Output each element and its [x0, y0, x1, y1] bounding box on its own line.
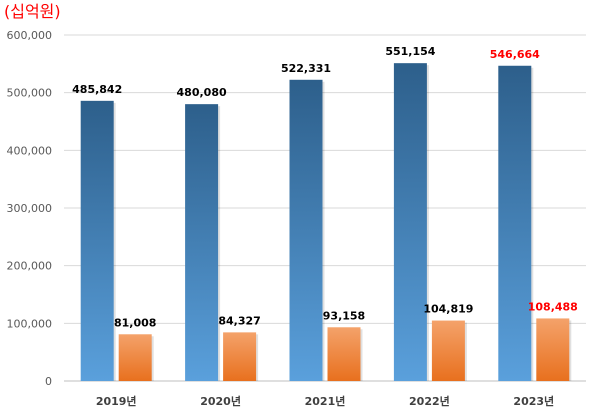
bar-series-1 [80, 100, 114, 381]
x-category-label: 2021년 [305, 394, 346, 408]
y-tick-label: 400,000 [7, 144, 53, 157]
bar-series-2 [536, 318, 570, 381]
data-label: 546,664 [490, 48, 540, 61]
bar-series-1 [289, 79, 323, 381]
data-label: 81,008 [114, 316, 156, 329]
y-tick-label: 300,000 [7, 202, 53, 215]
grid-lines [64, 34, 586, 382]
bar-series-1 [498, 65, 532, 382]
x-category-label: 2023년 [513, 394, 554, 408]
bar-series-2 [118, 334, 152, 381]
x-category-label: 2020년 [200, 394, 241, 408]
bar-series-2 [327, 327, 361, 381]
data-label: 108,488 [528, 300, 578, 313]
bar-series-2 [223, 332, 257, 381]
data-label: 485,842 [72, 83, 122, 96]
bar-series-1 [185, 104, 219, 381]
y-tick-label: 200,000 [7, 260, 53, 273]
data-label: 551,154 [385, 45, 435, 58]
bars [80, 63, 572, 382]
y-tick-label: 0 [45, 375, 52, 388]
y-tick-label: 500,000 [7, 87, 53, 100]
bar-series-2 [431, 320, 465, 381]
data-labels: 485,842 81,008 480,080 84,327 522,331 93,158 5… [72, 45, 578, 329]
data-label: 93,158 [323, 309, 365, 322]
x-category-label: 2019년 [96, 394, 137, 408]
unit-label: (십억원) [4, 2, 61, 21]
data-label: 104,819 [423, 303, 473, 316]
y-tick-label: 600,000 [7, 29, 53, 42]
x-category-label: 2022년 [409, 394, 450, 408]
y-axis-ticks: 0 100,000 200,000 300,000 400,000 500,000 600,… [7, 29, 53, 388]
y-tick-label: 100,000 [7, 317, 53, 330]
bar-series-1 [393, 63, 427, 382]
data-label: 480,080 [177, 86, 227, 99]
x-axis-labels: 2019년 2020년 2021년 2022년 2023년 [96, 394, 554, 408]
data-label: 522,331 [281, 62, 331, 75]
data-label: 84,327 [218, 314, 260, 327]
